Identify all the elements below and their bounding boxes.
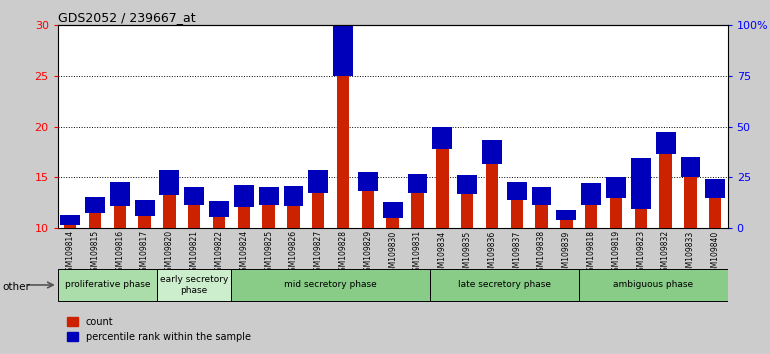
Bar: [681, 157, 701, 177]
Bar: [486, 164, 498, 228]
Text: GSM109815: GSM109815: [90, 230, 99, 276]
Bar: [308, 170, 328, 193]
Legend: count, percentile rank within the sample: count, percentile rank within the sample: [62, 313, 255, 346]
Text: GSM109825: GSM109825: [264, 230, 273, 276]
Bar: [362, 191, 374, 228]
Text: GSM109824: GSM109824: [239, 230, 249, 276]
Bar: [631, 158, 651, 209]
Bar: [433, 126, 452, 149]
Bar: [58, 269, 157, 301]
Bar: [159, 170, 179, 195]
Text: GSM109822: GSM109822: [215, 230, 223, 276]
Bar: [188, 205, 200, 228]
Bar: [139, 216, 151, 228]
Bar: [333, 0, 353, 76]
Text: GSM109833: GSM109833: [686, 230, 695, 276]
Bar: [560, 220, 573, 228]
Bar: [110, 182, 129, 206]
Bar: [659, 154, 671, 228]
Bar: [64, 225, 76, 228]
Bar: [557, 210, 576, 220]
Text: GSM109829: GSM109829: [363, 230, 373, 276]
Bar: [457, 175, 477, 194]
Text: GDS2052 / 239667_at: GDS2052 / 239667_at: [58, 11, 196, 24]
Text: late secretory phase: late secretory phase: [458, 280, 551, 290]
Bar: [89, 213, 101, 228]
Text: GSM109834: GSM109834: [438, 230, 447, 276]
Bar: [709, 198, 721, 228]
Text: GSM109840: GSM109840: [711, 230, 720, 276]
Text: proliferative phase: proliferative phase: [65, 280, 150, 290]
Bar: [535, 205, 547, 228]
Bar: [383, 202, 403, 218]
Bar: [287, 206, 300, 228]
Bar: [411, 193, 424, 228]
Bar: [579, 269, 728, 301]
Text: GSM109814: GSM109814: [65, 230, 75, 276]
Text: GSM109816: GSM109816: [116, 230, 124, 276]
Text: GSM109818: GSM109818: [587, 230, 596, 276]
Bar: [232, 269, 430, 301]
Text: GSM109837: GSM109837: [512, 230, 521, 276]
Text: GSM109838: GSM109838: [537, 230, 546, 276]
Bar: [387, 218, 399, 228]
Text: GSM109839: GSM109839: [562, 230, 571, 276]
Text: other: other: [2, 282, 30, 292]
Text: GSM109831: GSM109831: [413, 230, 422, 276]
Text: GSM109820: GSM109820: [165, 230, 174, 276]
Text: GSM109835: GSM109835: [463, 230, 472, 276]
Bar: [436, 149, 448, 228]
Text: GSM109830: GSM109830: [388, 230, 397, 276]
Bar: [705, 179, 725, 198]
Bar: [234, 184, 254, 207]
Bar: [135, 200, 155, 216]
Text: GSM109828: GSM109828: [339, 230, 347, 276]
Bar: [407, 175, 427, 193]
Bar: [581, 183, 601, 205]
Text: GSM109823: GSM109823: [636, 230, 645, 276]
Text: GSM109832: GSM109832: [661, 230, 670, 276]
Bar: [606, 177, 626, 198]
Text: GSM109826: GSM109826: [289, 230, 298, 276]
Bar: [337, 76, 350, 228]
Bar: [259, 187, 279, 205]
Bar: [263, 205, 275, 228]
Bar: [585, 205, 598, 228]
Bar: [283, 185, 303, 206]
Bar: [163, 195, 176, 228]
Bar: [312, 193, 324, 228]
Bar: [685, 177, 697, 228]
Text: GSM109827: GSM109827: [313, 230, 323, 276]
Bar: [511, 200, 523, 228]
Text: early secretory
phase: early secretory phase: [160, 275, 229, 295]
Bar: [430, 269, 579, 301]
Bar: [213, 217, 226, 228]
Bar: [610, 198, 622, 228]
Text: mid secretory phase: mid secretory phase: [284, 280, 377, 290]
Bar: [85, 197, 105, 213]
Bar: [60, 215, 80, 225]
Bar: [634, 209, 647, 228]
Bar: [358, 172, 378, 191]
Text: ambiguous phase: ambiguous phase: [613, 280, 693, 290]
Bar: [461, 194, 474, 228]
Bar: [238, 207, 250, 228]
Bar: [114, 206, 126, 228]
Text: GSM109817: GSM109817: [140, 230, 149, 276]
Bar: [507, 182, 527, 200]
Text: GSM109819: GSM109819: [611, 230, 621, 276]
Text: GSM109836: GSM109836: [487, 230, 497, 276]
Bar: [184, 187, 204, 205]
Text: GSM109821: GSM109821: [189, 230, 199, 276]
Bar: [482, 140, 502, 164]
Bar: [157, 269, 232, 301]
Bar: [656, 132, 675, 154]
Bar: [209, 201, 229, 217]
Bar: [531, 187, 551, 205]
